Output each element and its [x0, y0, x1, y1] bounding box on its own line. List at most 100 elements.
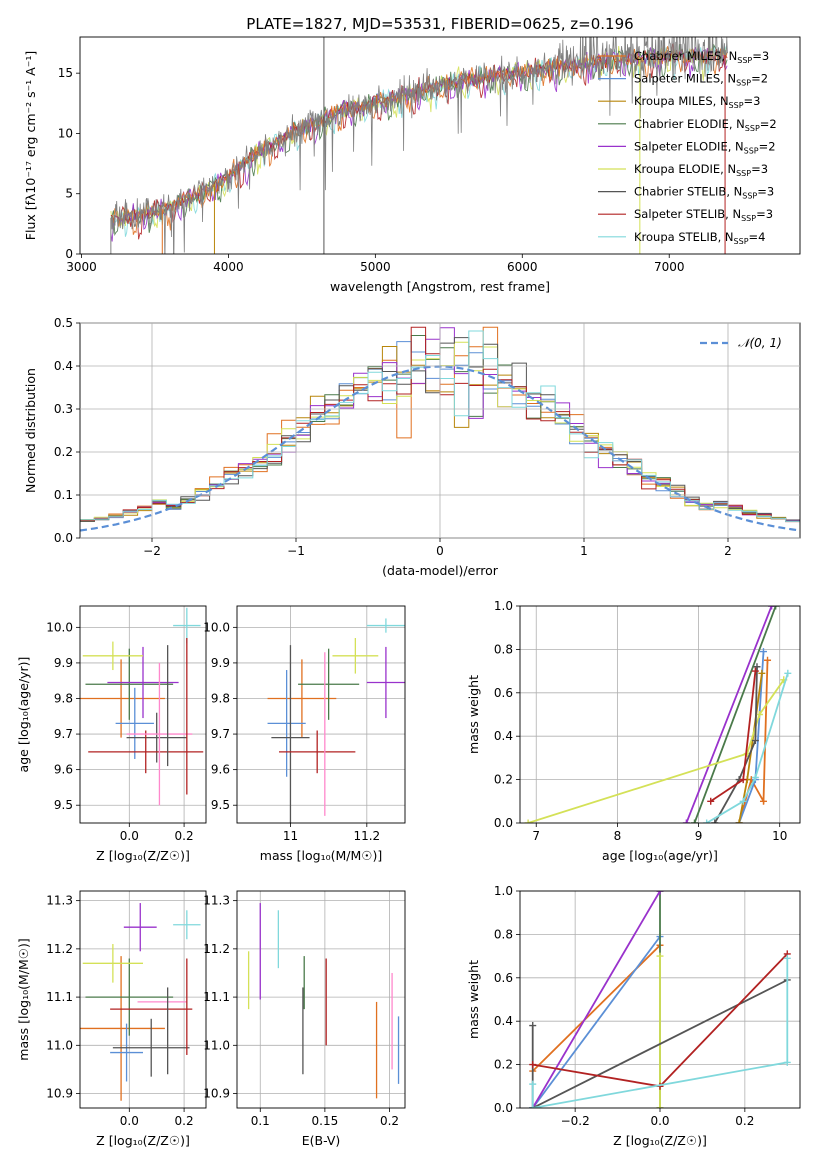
y-tick-label: 9.6	[54, 763, 73, 777]
age_vs_z-axes: 0.0 0.2 9.5 9.6 9.7 9.8 9.9 10.0	[46, 606, 206, 843]
x-tick-label: 3000	[66, 260, 97, 274]
y-tick-label: 0.4	[54, 359, 73, 373]
y-tick-label: 9.6	[211, 763, 230, 777]
mass_vs_z-points	[80, 903, 201, 1101]
weight-marker-kroupa_stelib	[529, 1104, 537, 1108]
legend-value: =3	[752, 49, 769, 63]
age_vs_z-frame	[79, 605, 207, 824]
mass_vs_ebv-frame	[236, 890, 406, 1109]
y-tick-label: 9.5	[54, 798, 73, 812]
y-tick-label: 9.8	[54, 691, 73, 705]
weight-marker-kroupa_elodie	[524, 819, 532, 823]
y-tick-label: 5	[65, 187, 73, 201]
legend-label-chabrier_miles: Chabrier MILES, NSSP=3	[634, 49, 769, 65]
x-tick-label: 0.0	[120, 1114, 139, 1128]
x-axis-label: age [log₁₀(age/yr)]	[602, 848, 718, 863]
x-tick-label: 6000	[507, 260, 538, 274]
weight-marker-chabrier_elodie	[772, 606, 780, 610]
weight-line-salpeter_miles	[531, 936, 661, 1108]
weight_vs_age-frame	[519, 605, 801, 824]
weight-line-chabrier_elodie	[693, 606, 777, 823]
y-tick-label: 11.0	[203, 1038, 230, 1052]
age_vs_mass-axes: 11 11.2 9.5 9.6 9.7 9.8 9.9 10.0	[203, 606, 405, 843]
legend-label-chabrier_elodie: Chabrier ELODIE, NSSP=2	[634, 117, 777, 133]
x-tick-label: 11.2	[353, 829, 380, 843]
weight-marker-kroupa_elodie	[755, 711, 763, 718]
weight_vs_z-lines	[529, 891, 791, 1108]
residuals-legend: 𝒩(0, 1)	[700, 336, 782, 350]
mass_vs_ebv-points	[247, 903, 400, 1099]
y-tick-label: 0.6	[494, 686, 513, 700]
weight-marker-kroupa_stelib	[739, 797, 747, 805]
weight-marker-salpeter_miles	[759, 648, 767, 656]
y-tick-label: 11.2	[46, 942, 73, 956]
mass_vs_z-frame	[79, 890, 207, 1109]
x-tick-label: 0.15	[312, 1114, 339, 1128]
y-tick-label: 9.7	[54, 727, 73, 741]
legend-subscript: SSP	[742, 192, 757, 201]
x-tick-label: 4000	[213, 260, 244, 274]
y-tick-label: 0.0	[494, 1101, 513, 1115]
y-tick-label: 9.5	[211, 798, 230, 812]
weight-marker-salpeter_stelib	[751, 667, 759, 675]
weight-marker-chabrier_miles	[764, 656, 772, 664]
weight-marker-chabrier_stelib	[751, 737, 759, 745]
spectrum-legend: Chabrier MILES, NSSP=3 Salpeter MILES, NS…	[598, 49, 777, 246]
weight-marker-chabrier_stelib	[753, 663, 761, 671]
weight_vs_z-frame	[519, 890, 801, 1109]
legend-label-kroupa_miles: Kroupa MILES, NSSP=3	[634, 94, 760, 110]
legend-subscript: SSP	[734, 237, 749, 246]
y-tick-label: 0.8	[494, 642, 513, 656]
mass_vs_ebv-axes: 0.1 0.15 0.2 10.9 11.0 11.1 11.2 11.3	[203, 891, 405, 1128]
x-tick-label: 0.0	[650, 1114, 669, 1128]
x-tick-label: 1	[580, 544, 588, 558]
weight_vs_age-lines	[524, 606, 792, 823]
spectrum-frame	[79, 36, 801, 255]
legend-label-salpeter_stelib: Salpeter STELIB, NSSP=3	[634, 207, 773, 223]
legend-label-salpeter_elodie: Salpeter ELODIE, NSSP=2	[634, 139, 776, 155]
weight-marker-salpeter_stelib	[707, 797, 715, 805]
legend-subscript: SSP	[741, 214, 756, 223]
y-tick-label: 0.1	[54, 488, 73, 502]
weight-marker-kroupa_elodie	[656, 1104, 664, 1108]
y-tick-label: 0	[65, 247, 73, 261]
y-tick-label: 11.3	[46, 894, 73, 908]
weight-marker-salpeter_elodie	[768, 606, 776, 610]
x-tick-label: 0.0	[120, 829, 139, 843]
y-tick-label: 10	[58, 126, 73, 140]
y-tick-label: 10.0	[46, 620, 73, 634]
weight-marker-kroupa_stelib	[529, 1080, 537, 1088]
legend-value: =3	[757, 185, 774, 199]
y-tick-label: 0.8	[494, 927, 513, 941]
y-tick-label: 0.2	[54, 445, 73, 459]
y-tick-label: 10.9	[46, 1087, 73, 1101]
legend-label-salpeter_miles: Salpeter MILES, NSSP=2	[634, 72, 768, 88]
x-axis-label: Z [log₁₀(Z/Z☉)]	[96, 848, 190, 863]
y-tick-label: 15	[58, 66, 73, 80]
y-axis-label: Flux [fλ10⁻¹⁷ erg cm⁻² s⁻¹ A⁻¹]	[23, 51, 38, 240]
y-tick-label: 0.4	[494, 729, 513, 743]
legend-value: =3	[744, 94, 761, 108]
y-tick-label: 11.2	[203, 942, 230, 956]
weight-line-chabrier_stelib	[531, 979, 788, 1108]
y-axis-label: mass [log₁₀(M/M☉)]	[16, 938, 31, 1060]
weight-marker-salpeter_stelib	[739, 776, 747, 784]
y-tick-label: 1.0	[494, 884, 513, 898]
y-axis-label: mass weight	[466, 675, 481, 754]
x-tick-label: −1	[287, 544, 305, 558]
x-tick-label: 9	[695, 829, 703, 843]
weight_vs_z-axes: −0.2 0.0 0.2 0.0 0.2 0.4 0.6 0.8 1.0	[494, 884, 800, 1128]
x-axis-label: Z [log₁₀(Z/Z☉)]	[613, 1133, 707, 1148]
y-tick-label: 9.7	[211, 727, 230, 741]
weight-marker-salpeter_elodie	[682, 819, 690, 823]
legend-value: =2	[760, 117, 777, 131]
weight-marker-chabrier_stelib	[711, 819, 719, 823]
legend-subscript: SSP	[745, 124, 760, 133]
x-tick-label: 0.2	[175, 1114, 194, 1128]
y-tick-label: 10.9	[203, 1087, 230, 1101]
x-tick-label: 11	[283, 829, 298, 843]
weight-marker-kroupa_stelib	[783, 954, 791, 962]
y-tick-label: 1.0	[494, 599, 513, 613]
weight-marker-kroupa_stelib	[783, 1058, 791, 1066]
